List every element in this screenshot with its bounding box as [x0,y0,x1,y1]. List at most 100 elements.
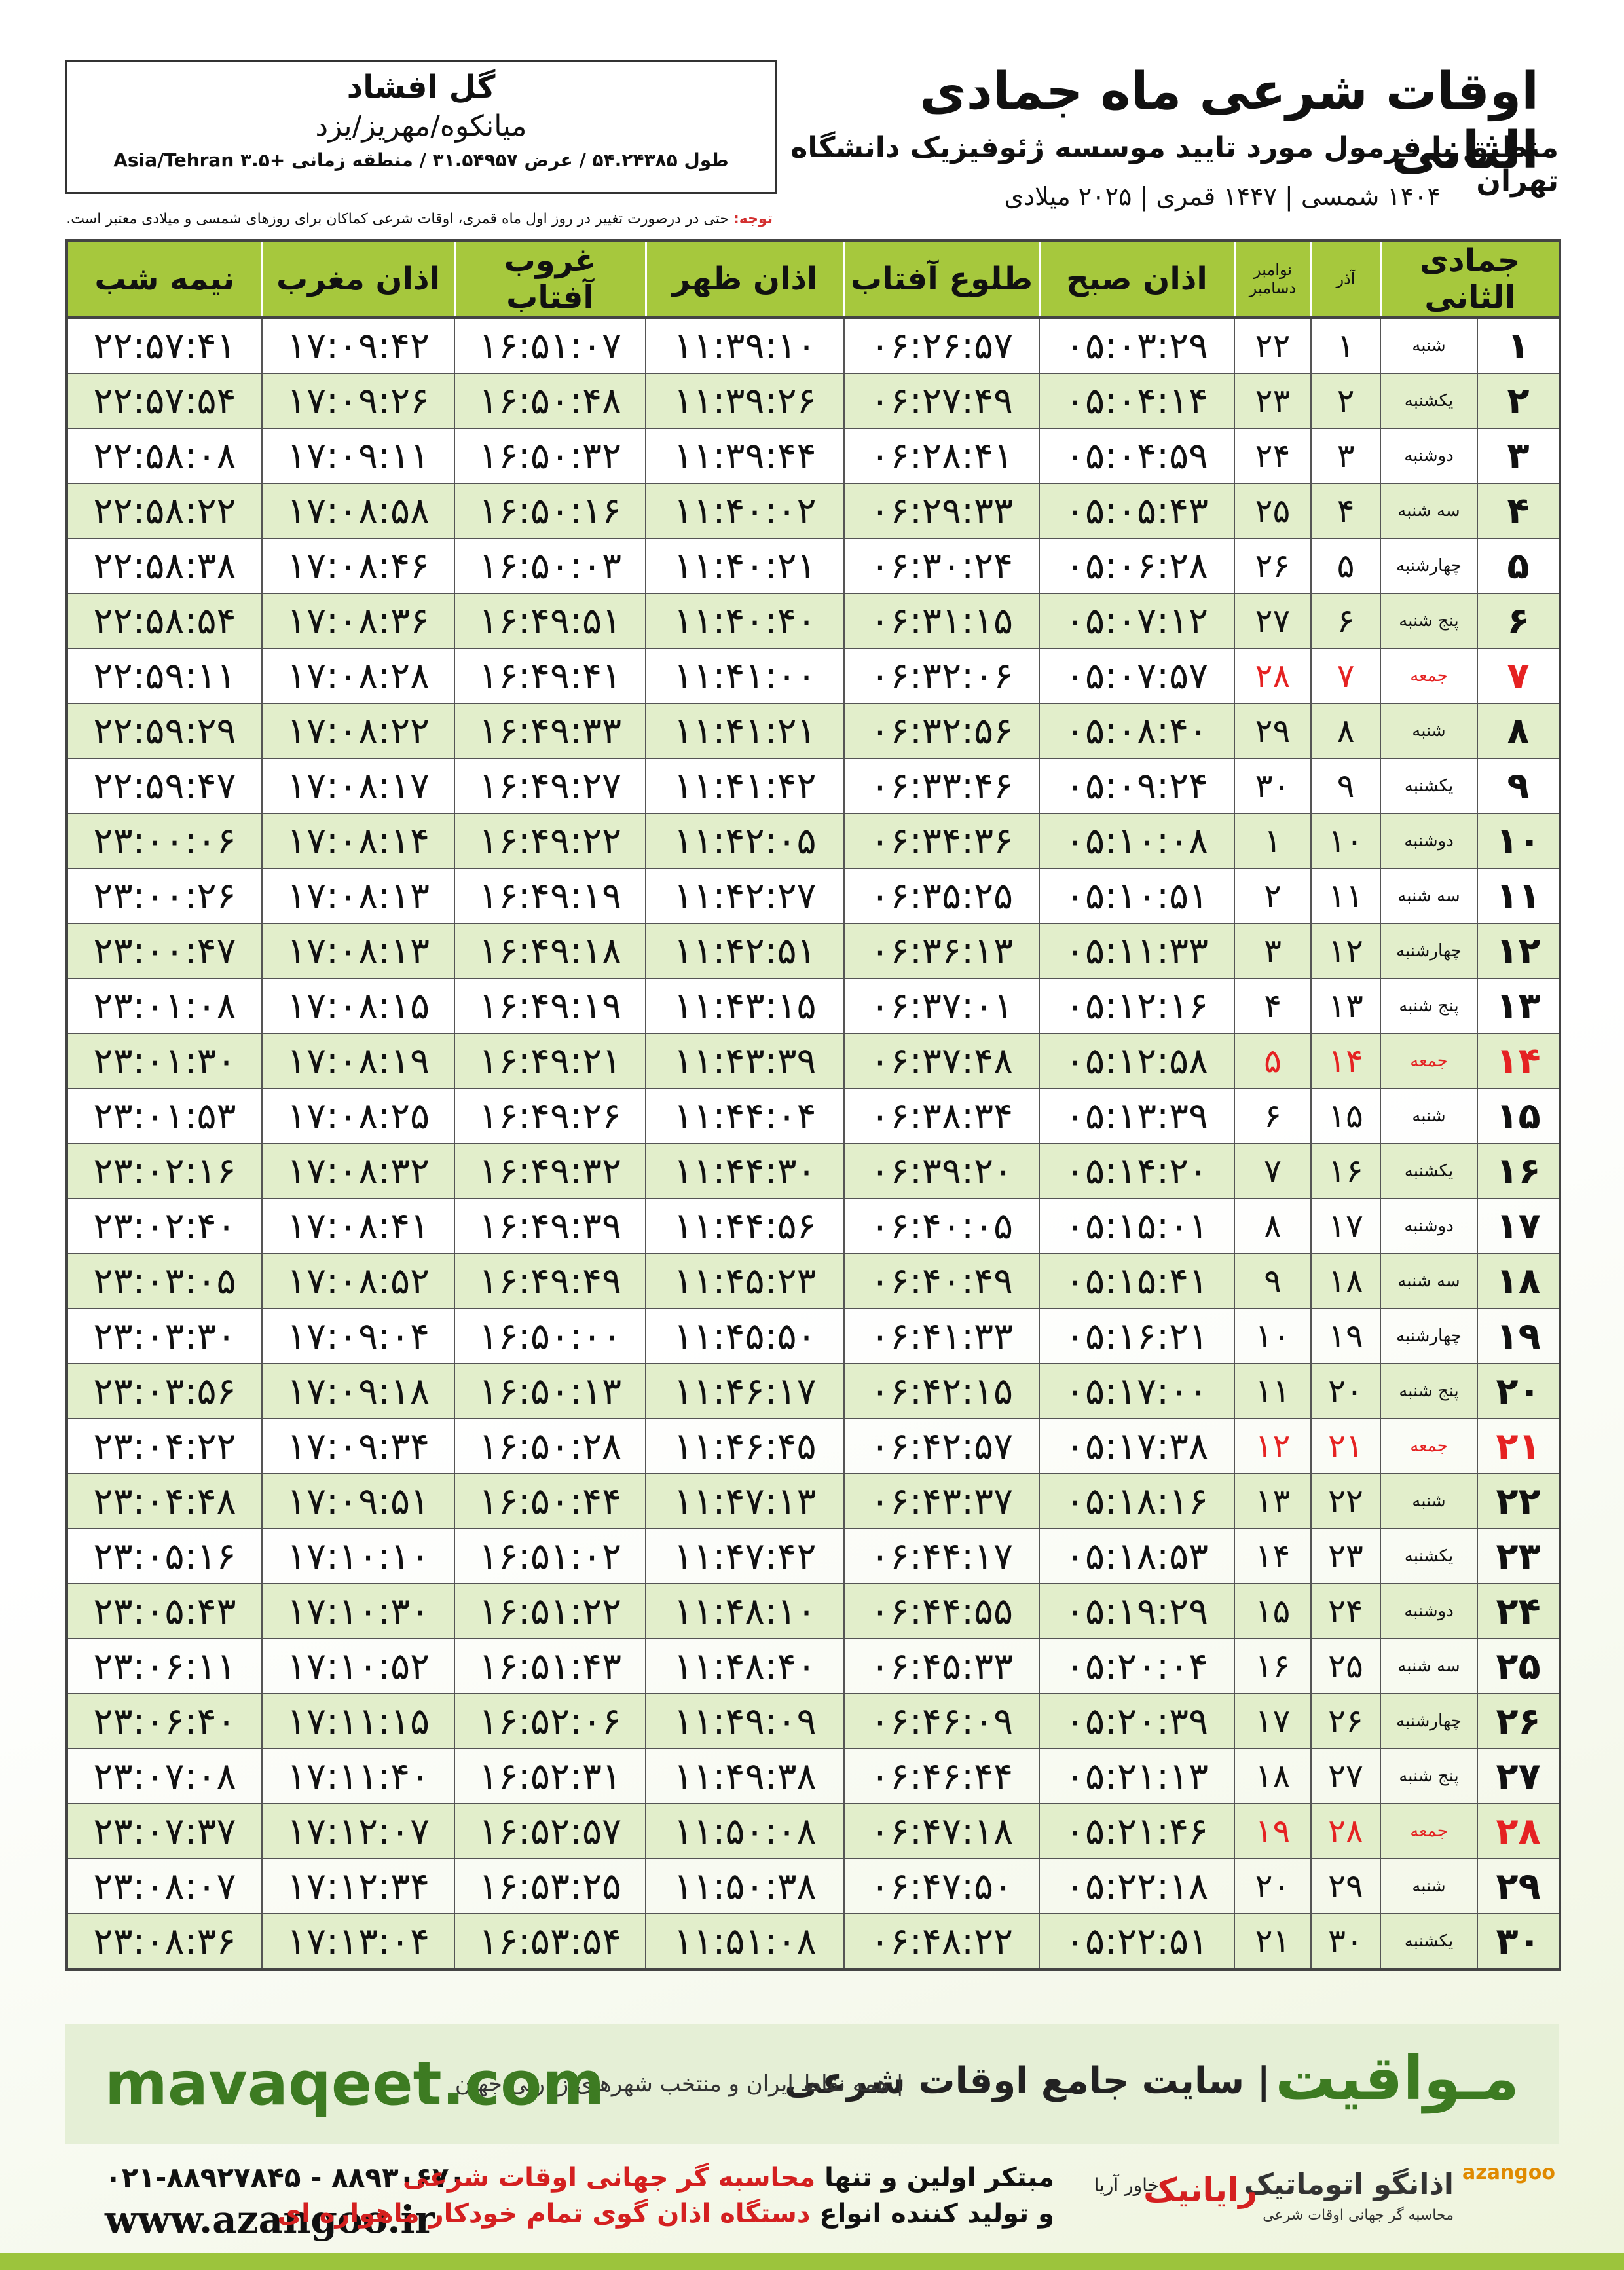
cell: ۰۶:۴۶:۴۴ [843,1748,1040,1804]
cell: ۱۱:۳۹:۴۴ [645,428,845,484]
column-header: نوامبر دسامبر [1233,239,1312,319]
website[interactable]: www.azangoo.ir [105,2197,435,2242]
logo-azangoo: اذانگو اتوماتیک [1244,2168,1454,2201]
cell: ۱۶:۵۲:۰۶ [454,1693,646,1749]
cell: ۱۶:۵۳:۲۵ [454,1858,646,1914]
cell: ۱۷:۰۸:۳۶ [261,593,455,649]
cell: ۴ [1234,978,1312,1034]
table-row: ۱۹ چهارشنبه ۱۹ ۱۰ ۰۵:۱۶:۲۱ ۰۶:۴۱:۳۳ ۱۱:۴۵:۵۰ ۱۶… [66,1308,1560,1364]
cell: ۲۲:۵۹:۱۱ [66,648,263,704]
cell: ۱۶:۴۹:۱۹ [454,868,646,924]
cell: ۰۵:۱۷:۰۰ [1039,1363,1235,1419]
cell: ۱۷:۰۸:۵۸ [261,483,455,539]
tagline-1a: مبتکر اولین و تنها [815,2163,1054,2193]
cell: ۱۹ [1477,1308,1560,1364]
table-row: ۴ سه شنبه ۴ ۲۵ ۰۵:۰۵:۴۳ ۰۶:۲۹:۳۳ ۱۱:۴۰:۰۲ ۱۶:۵۰… [66,483,1560,539]
cell: ۱۱:۴۰:۰۲ [645,483,845,539]
cell: ۱۷:۰۸:۲۲ [261,703,455,759]
logo-azangoo-sub: محاسبه گر جهانی اوقات شرعی [1263,2207,1454,2223]
cell: ۱۱:۴۹:۰۹ [645,1693,845,1749]
cell: ۱۶:۵۲:۳۱ [454,1748,646,1804]
cell: ۱۷:۰۸:۱۷ [261,758,455,814]
cell: ۱۳ [1477,978,1560,1034]
table-row: ۲۳ یکشنبه ۲۳ ۱۴ ۰۵:۱۸:۵۳ ۰۶:۴۴:۱۷ ۱۱:۴۷:۴۲ ۱۶:۵… [66,1528,1560,1584]
cell: ۰۶:۳۸:۳۴ [843,1088,1040,1144]
cell: ۱۷:۰۸:۴۶ [261,538,455,594]
table-row: ۸ شنبه ۸ ۲۹ ۰۵:۰۸:۴۰ ۰۶:۳۲:۵۶ ۱۱:۴۱:۲۱ ۱۶:۴۹:۳۳… [66,703,1560,759]
cell: یکشنبه [1380,373,1478,429]
cell: ۱۱:۴۶:۱۷ [645,1363,845,1419]
cell: ۰۵:۱۷:۳۸ [1039,1418,1235,1474]
cell: ۲۳:۰۰:۴۷ [66,923,263,979]
cell: ۱۲ [1234,1418,1312,1474]
cell: ۱۴ [1477,1033,1560,1089]
cell: ۲۶ [1477,1693,1560,1749]
table-row: ۲۸ جمعه ۲۸ ۱۹ ۰۵:۲۱:۴۶ ۰۶:۴۷:۱۸ ۱۱:۵۰:۰۸ ۱۶:۵۲:… [66,1803,1560,1859]
cell: ۲۶ [1310,1693,1381,1749]
cell: ۱۷:۰۸:۱۹ [261,1033,455,1089]
logo-khavar: خاور آریا [1094,2174,1159,2196]
site[interactable]: mavaqeet.com [105,2049,605,2119]
cell: ۱۵ [1234,1583,1312,1639]
cell: ۱۱:۴۱:۲۱ [645,703,845,759]
cell: ۲۳:۰۳:۰۵ [66,1253,263,1309]
cell: ۱۸ [1477,1253,1560,1309]
cell: ۹ [1234,1253,1312,1309]
cell: ۱۷:۰۹:۱۸ [261,1363,455,1419]
cell: ۰۶:۴۷:۵۰ [843,1858,1040,1914]
column-header: غروب آفتاب [453,239,647,319]
cell: ۲۳:۰۸:۳۶ [66,1913,263,1970]
cell: ۰۶:۲۷:۴۹ [843,373,1040,429]
cell: ۰۶:۳۲:۵۶ [843,703,1040,759]
cell: شنبه [1380,703,1478,759]
cell: ۲۲:۵۸:۳۸ [66,538,263,594]
cell: ۰۶:۲۸:۴۱ [843,428,1040,484]
cell: ۱۱ [1234,1363,1312,1419]
cell: ۲۷ [1310,1748,1381,1804]
table-row: ۶ پنج شنبه ۶ ۲۷ ۰۵:۰۷:۱۲ ۰۶:۳۱:۱۵ ۱۱:۴۰:۴۰ ۱۶:۴… [66,593,1560,649]
cell: ۲۳:۰۰:۰۶ [66,813,263,869]
cell: ۱۷:۰۹:۰۴ [261,1308,455,1364]
cell: ۱۷:۱۲:۳۴ [261,1858,455,1914]
cell: ۲۳ [1477,1528,1560,1584]
cell: ۰۵:۱۱:۳۳ [1039,923,1235,979]
cell: ۳۰ [1477,1913,1560,1970]
cell: ۱۷:۰۸:۵۲ [261,1253,455,1309]
cell: پنج شنبه [1380,1363,1478,1419]
cell: یکشنبه [1380,1913,1478,1970]
cell: ۰۵:۱۰:۰۸ [1039,813,1235,869]
table-row: ۱۵ شنبه ۱۵ ۶ ۰۵:۱۳:۳۹ ۰۶:۳۸:۳۴ ۱۱:۴۴:۰۴ ۱۶:۴۹:۲… [66,1088,1560,1144]
cell: ۱ [1477,317,1560,374]
table-row: ۳ دوشنبه ۳ ۲۴ ۰۵:۰۴:۵۹ ۰۶:۲۸:۴۱ ۱۱:۳۹:۴۴ ۱۶:۵۰:… [66,428,1560,484]
cell: ۱۶:۵۱:۰۷ [454,317,646,374]
cell: سه شنبه [1380,1253,1478,1309]
cell: ۶ [1234,1088,1312,1144]
cell: ۱۶:۵۰:۲۸ [454,1418,646,1474]
cell: ۱۶:۵۰:۱۳ [454,1363,646,1419]
table-row: ۲۹ شنبه ۲۹ ۲۰ ۰۵:۲۲:۱۸ ۰۶:۴۷:۵۰ ۱۱:۵۰:۳۸ ۱۶:۵۳:… [66,1858,1560,1914]
cell: ۲۵ [1234,483,1312,539]
table-row: ۵ چهارشنبه ۵ ۲۶ ۰۵:۰۶:۲۸ ۰۶:۳۰:۲۴ ۱۱:۴۰:۲۱ ۱۶:۵… [66,538,1560,594]
note-text: حتی در درصورت تغییر در روز اول ماه قمری،… [66,211,729,227]
cell: ۱۱:۴۲:۵۱ [645,923,845,979]
logo-rayanik-text: رایانیک [1143,2171,1257,2209]
cell: ۱۷ [1477,1198,1560,1254]
column-header: اذان ظهر [644,239,845,319]
cell: ۳ [1310,428,1381,484]
logo-rayanik: رایانیک [1143,2171,1257,2209]
cell: ۳۰ [1234,758,1312,814]
tagline-2a: و تولید کننده انواع [810,2199,1054,2229]
dates: ۱۴۰۴ شمسی | ۱۴۴۷ قمری | ۲۰۲۵ میلادی [1004,182,1441,211]
cell: ۱۱:۴۷:۴۲ [645,1528,845,1584]
cell: ۰۶:۴۱:۳۳ [843,1308,1040,1364]
cell: ۱۷:۱۱:۱۵ [261,1693,455,1749]
cell: ۲۹ [1477,1858,1560,1914]
cell: ۱۳ [1234,1473,1312,1529]
cell: ۱۶:۴۹:۴۹ [454,1253,646,1309]
cell: ۱۶:۴۹:۴۱ [454,648,646,704]
cell: ۰۶:۳۹:۲۰ [843,1143,1040,1199]
cell: ۰۵:۲۱:۴۶ [1039,1803,1235,1859]
cell: ۹ [1310,758,1381,814]
cell: ۲ [1310,373,1381,429]
cell: ۲۰ [1477,1363,1560,1419]
